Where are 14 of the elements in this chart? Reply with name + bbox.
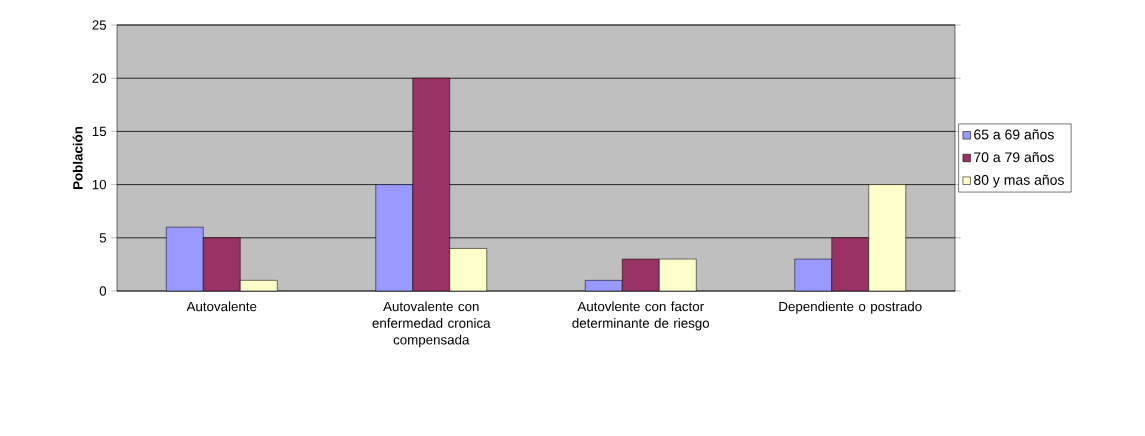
- x-tick-label: Autovalente con enfermedad cronica compensada: [372, 301, 491, 348]
- x-tick-label: Autovalente: [186, 301, 257, 312]
- y-tick-label: 5: [99, 233, 107, 243]
- legend-label: 65 a 69 años: [974, 129, 1054, 140]
- y-axis-title: Población: [72, 126, 83, 189]
- legend-label: 70 a 79 años: [974, 151, 1054, 163]
- y-tick-label: 10: [92, 179, 107, 190]
- y-tick-label: 20: [92, 73, 107, 83]
- y-tick-label: 15: [92, 126, 107, 137]
- x-tick-label: Autovlente con factor determinante de riesgo: [572, 301, 710, 331]
- x-tick-label: Dependiente o postrado: [779, 301, 922, 314]
- y-tick-label: 25: [92, 20, 107, 30]
- legend-label: 80 y mas años: [974, 174, 1064, 188]
- y-tick-label: 0: [99, 286, 107, 296]
